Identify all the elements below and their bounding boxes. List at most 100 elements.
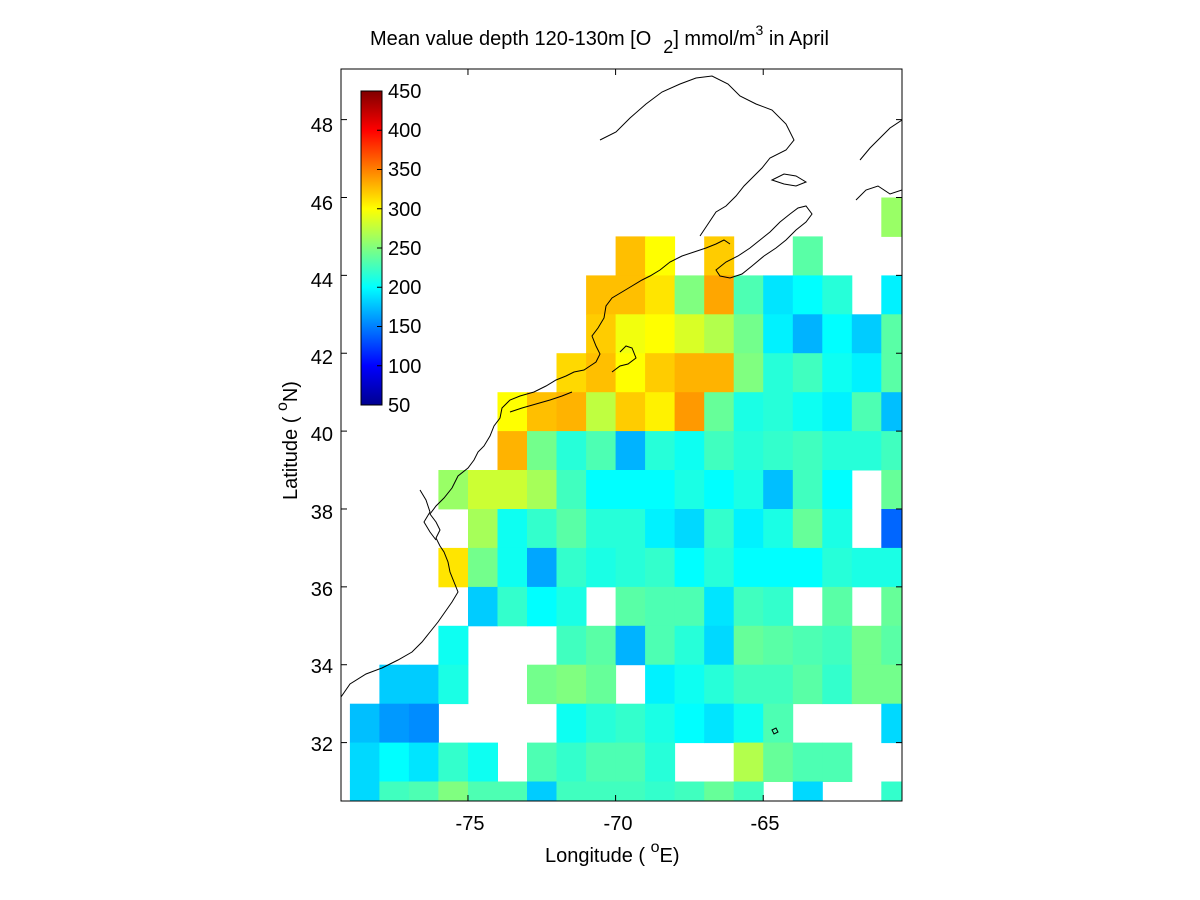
heatmap-cell [674,353,705,393]
y-tick-label: 36 [311,579,333,601]
heatmap-cell [733,664,764,705]
heatmap-cell [851,431,882,471]
heatmap-cell [615,547,646,588]
heatmap-cell [379,742,410,782]
heatmap-cell [497,586,528,627]
heatmap-cell [763,625,794,666]
heatmap-cell [704,470,735,510]
heatmap-cell [497,781,528,801]
heatmap-cell [527,392,557,432]
heatmap-cell [586,275,617,315]
heatmap-cell [497,431,528,471]
heatmap-cell [468,470,498,510]
heatmap-cell [527,664,557,705]
map-area [340,68,903,802]
heatmap-cell [615,353,646,393]
heatmap-cell [881,392,902,432]
heatmap-cell [615,431,646,471]
heatmap-cell [792,742,823,782]
heatmap-cell [527,509,557,549]
heatmap-cell [556,586,587,627]
heatmap-cell [881,275,902,315]
heatmap-cell [438,625,469,666]
heatmap-cell [881,314,902,354]
heatmap-cell [408,742,439,782]
heatmap-cell [556,742,587,782]
heatmap-cell [645,664,676,705]
heatmap-cell [379,781,410,801]
heatmap-cell [763,664,794,705]
y-tick-label: 38 [311,502,333,524]
heatmap-cell [792,470,823,510]
heatmap-cell [586,392,617,432]
heatmap-cell [615,392,646,432]
heatmap-cell [497,470,528,510]
heatmap-cell [586,431,617,471]
heatmap-cell [556,625,587,666]
heatmap-cell [881,353,902,393]
x-tick-labels: -75 -70 -65 [456,813,780,835]
heatmap-cell [468,781,498,801]
heatmap-cell [763,314,794,354]
heatmap-cell [704,314,735,354]
x-axis-label: Longitude ( oE) [545,839,680,867]
heatmap-cell [674,392,705,432]
heatmap-cell [881,197,902,237]
heatmap-cell [379,703,410,744]
coastline-newfoundland-west [859,119,902,161]
heatmap-cell [527,547,557,588]
heatmap-cell [822,392,853,432]
colorbar-tick-label: 400 [388,120,421,142]
heatmap-cell [733,586,764,627]
heatmap-cell [645,703,676,744]
heatmap-cell [763,431,794,471]
plot-frame [340,68,903,802]
heatmap-cell [822,275,853,315]
heatmap-cell [704,781,735,801]
heatmap-cell [556,509,587,549]
heatmap-cell [586,547,617,588]
heatmap-cell [763,742,794,782]
heatmap-cells [349,197,902,801]
heatmap-cell [674,625,705,666]
heatmap-cell [704,509,735,549]
heatmap-cell [792,781,823,801]
heatmap-cell [408,703,439,744]
heatmap-cell [468,742,498,782]
heatmap-cell [674,586,705,627]
heatmap-cell [645,509,676,549]
heatmap-cell [822,470,853,510]
heatmap-cell [704,625,735,666]
y-tick-label: 44 [311,270,333,292]
heatmap-cell [674,470,705,510]
heatmap-cell [792,353,823,393]
heatmap-cell [556,392,587,432]
heatmap-cell [438,781,469,801]
heatmap-cell [763,703,794,744]
heatmap-cell [645,236,676,276]
heatmap-cell [408,664,439,705]
heatmap-cell [733,392,764,432]
heatmap-cell [733,625,764,666]
heatmap-cell [586,314,617,354]
heatmap-cell [851,353,882,393]
heatmap-cell [881,509,902,549]
heatmap-cell [527,431,557,471]
heatmap-cell [763,470,794,510]
heatmap-cell [792,509,823,549]
heatmap-cell [822,742,853,782]
heatmap-cell [556,431,587,471]
heatmap-cell [704,664,735,705]
heatmap-cell [615,275,646,315]
x-tick-label: -65 [751,813,780,835]
heatmap-cell [851,664,882,705]
heatmap-cell [674,703,705,744]
coastline [341,75,902,735]
y-tick-label: 48 [311,115,333,137]
heatmap-cell [615,625,646,666]
heatmap-cell [645,275,676,315]
colorbar-tick-label: 450 [388,81,421,103]
heatmap-cell [468,509,498,549]
heatmap-cell [527,781,557,801]
heatmap-cell [733,470,764,510]
